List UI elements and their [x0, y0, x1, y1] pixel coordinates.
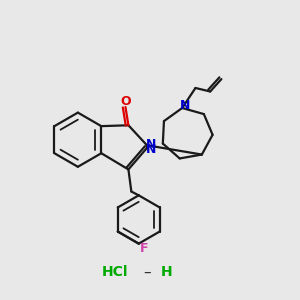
- Text: –: –: [143, 265, 151, 280]
- Text: N: N: [180, 99, 190, 112]
- Text: N: N: [146, 138, 156, 151]
- Text: N: N: [146, 142, 156, 156]
- Text: H: H: [160, 265, 172, 279]
- Text: O: O: [120, 94, 131, 108]
- Text: F: F: [140, 242, 149, 255]
- Text: HCl: HCl: [101, 265, 128, 279]
